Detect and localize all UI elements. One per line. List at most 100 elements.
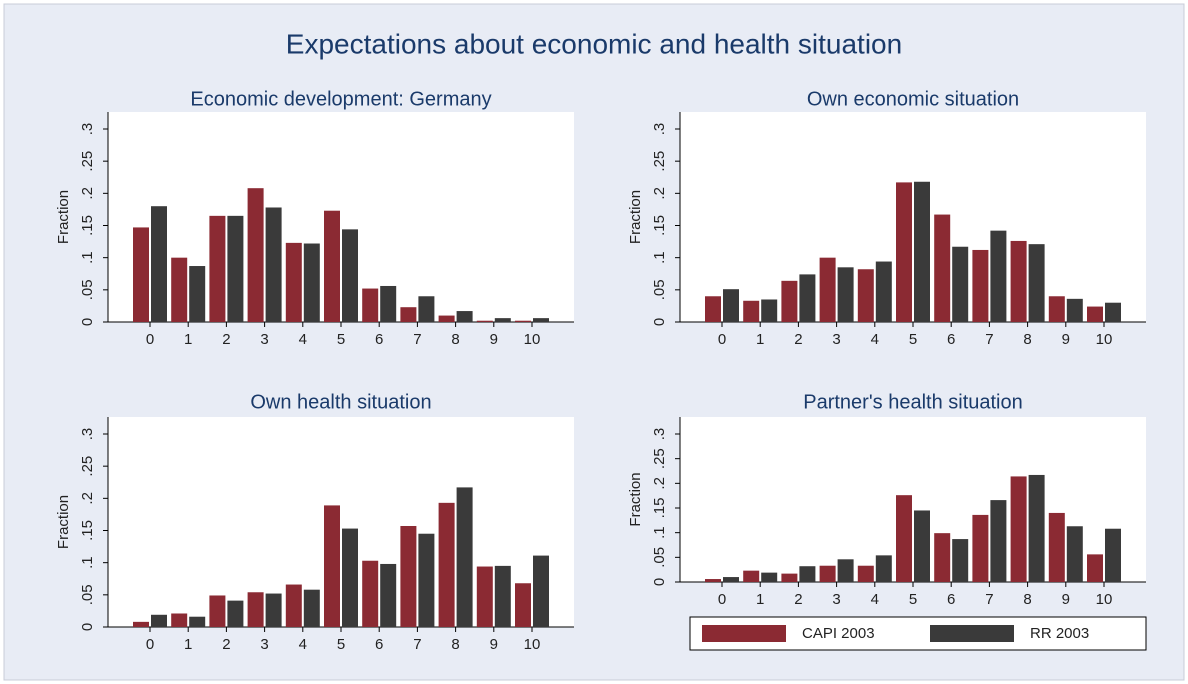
x-tick-label: 2 bbox=[222, 636, 230, 653]
bar bbox=[781, 280, 798, 322]
bar bbox=[227, 600, 244, 627]
bar bbox=[400, 525, 417, 627]
legend-swatch bbox=[930, 625, 1014, 642]
x-tick-label: 2 bbox=[794, 591, 802, 608]
bar bbox=[533, 318, 549, 322]
bar bbox=[819, 565, 836, 582]
bar bbox=[151, 614, 167, 627]
bar bbox=[438, 315, 455, 322]
x-tick-label: 6 bbox=[375, 636, 383, 653]
y-tick-label: .05 bbox=[79, 584, 96, 605]
x-tick-label: 7 bbox=[985, 331, 993, 348]
y-axis-label: Fraction bbox=[55, 190, 72, 244]
bar bbox=[247, 592, 264, 627]
bar bbox=[781, 573, 798, 582]
x-tick-label: 5 bbox=[909, 591, 917, 608]
bar bbox=[723, 577, 739, 582]
bar bbox=[819, 257, 836, 322]
bar bbox=[476, 566, 493, 627]
bar bbox=[515, 583, 531, 627]
x-tick-label: 4 bbox=[299, 636, 307, 653]
bar bbox=[265, 207, 282, 322]
y-tick-label: .1 bbox=[79, 556, 96, 569]
x-tick-label: 5 bbox=[909, 331, 917, 348]
bar bbox=[515, 320, 531, 322]
x-tick-label: 10 bbox=[524, 636, 541, 653]
x-tick-label: 4 bbox=[299, 331, 307, 348]
x-tick-label: 2 bbox=[794, 331, 802, 348]
x-tick-label: 0 bbox=[146, 636, 154, 653]
y-tick-label: .3 bbox=[651, 123, 668, 136]
bar bbox=[494, 318, 511, 322]
bar bbox=[875, 555, 892, 582]
x-tick-label: 9 bbox=[490, 636, 498, 653]
x-tick-label: 10 bbox=[1096, 591, 1113, 608]
bar bbox=[380, 563, 397, 627]
bar bbox=[362, 560, 379, 627]
y-tick-label: 0 bbox=[79, 318, 96, 326]
y-tick-label: .15 bbox=[651, 498, 668, 519]
x-tick-label: 9 bbox=[490, 331, 498, 348]
bar bbox=[285, 242, 302, 322]
bar bbox=[1087, 554, 1103, 582]
x-tick-label: 6 bbox=[375, 331, 383, 348]
y-tick-label: .15 bbox=[79, 215, 96, 236]
legend-label: CAPI 2003 bbox=[802, 625, 875, 642]
x-tick-label: 8 bbox=[1023, 331, 1031, 348]
bar bbox=[990, 500, 1007, 582]
bar bbox=[533, 555, 549, 627]
x-tick-label: 0 bbox=[146, 331, 154, 348]
y-tick-label: .3 bbox=[79, 123, 96, 136]
y-tick-label: .25 bbox=[651, 448, 668, 469]
bar bbox=[1028, 244, 1045, 322]
y-tick-label: .05 bbox=[651, 547, 668, 568]
bar bbox=[972, 514, 989, 582]
x-tick-label: 6 bbox=[947, 331, 955, 348]
bar bbox=[476, 320, 493, 322]
y-tick-label: .25 bbox=[79, 151, 96, 172]
x-tick-label: 7 bbox=[413, 636, 421, 653]
bar bbox=[303, 243, 320, 322]
bar bbox=[456, 487, 473, 627]
x-tick-label: 1 bbox=[184, 636, 192, 653]
y-axis-label: Fraction bbox=[55, 495, 72, 549]
bar bbox=[837, 559, 854, 582]
bar bbox=[209, 595, 226, 627]
y-tick-label: .1 bbox=[79, 251, 96, 264]
y-tick-label: 0 bbox=[651, 318, 668, 326]
bar bbox=[265, 593, 282, 627]
bar bbox=[247, 188, 264, 322]
x-tick-label: 9 bbox=[1062, 591, 1070, 608]
legend-label: RR 2003 bbox=[1030, 625, 1089, 642]
bar bbox=[837, 267, 854, 322]
y-axis-label: Fraction bbox=[627, 190, 644, 244]
bar bbox=[400, 307, 417, 322]
y-tick-label: .1 bbox=[651, 251, 668, 264]
x-tick-label: 10 bbox=[524, 331, 541, 348]
x-tick-label: 3 bbox=[832, 331, 840, 348]
y-tick-label: .2 bbox=[79, 492, 96, 505]
bar bbox=[227, 215, 244, 322]
bar bbox=[133, 621, 149, 627]
x-tick-label: 5 bbox=[337, 331, 345, 348]
x-tick-label: 8 bbox=[451, 636, 459, 653]
x-tick-label: 1 bbox=[756, 591, 764, 608]
legend-swatch bbox=[702, 625, 786, 642]
x-tick-label: 7 bbox=[413, 331, 421, 348]
bar bbox=[189, 616, 206, 627]
bar bbox=[1048, 296, 1065, 322]
y-tick-label: .15 bbox=[79, 520, 96, 541]
x-tick-label: 10 bbox=[1096, 331, 1113, 348]
bar bbox=[743, 570, 760, 582]
y-tick-label: .1 bbox=[651, 526, 668, 539]
bar bbox=[952, 246, 969, 322]
bar bbox=[171, 257, 188, 322]
bar bbox=[705, 579, 721, 582]
bar bbox=[418, 296, 435, 322]
bar bbox=[1105, 528, 1121, 582]
bar bbox=[171, 613, 188, 627]
y-tick-label: .05 bbox=[651, 279, 668, 300]
bar bbox=[380, 285, 397, 322]
bar bbox=[857, 565, 874, 582]
x-tick-label: 8 bbox=[451, 331, 459, 348]
